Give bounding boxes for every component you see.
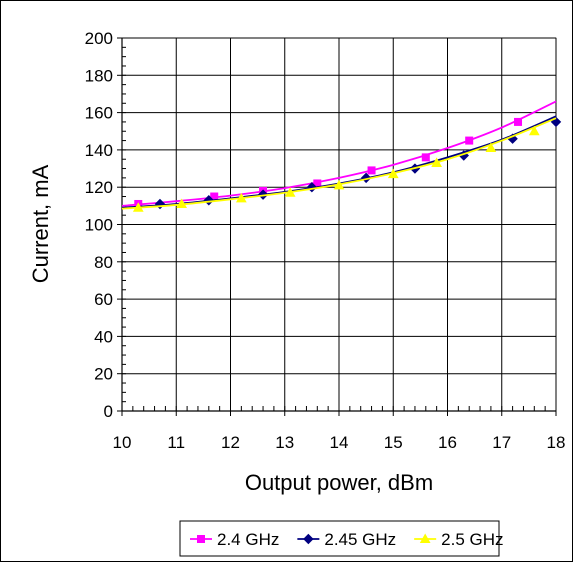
y-tick-label: 200 — [85, 29, 113, 48]
legend-label: 2.45 GHz — [324, 530, 396, 549]
legend-label: 2.5 GHz — [441, 530, 503, 549]
data-point — [284, 187, 296, 197]
data-point — [514, 117, 523, 126]
data-point — [421, 153, 430, 162]
x-tick-label: 10 — [113, 433, 132, 452]
x-tick-label: 16 — [438, 433, 457, 452]
x-tick-label: 15 — [384, 433, 403, 452]
x-tick-label: 12 — [221, 433, 240, 452]
legend-items: 2.4 GHz 2.45 GHz 2.5 GHz — [190, 530, 504, 549]
data-point — [333, 179, 345, 190]
legend: 2.4 GHz 2.45 GHz 2.5 GHz — [179, 520, 504, 557]
legend-marker — [419, 533, 431, 543]
x-tick-label: 17 — [492, 433, 511, 452]
series-2-5-ghz — [121, 117, 557, 212]
y-tick-label: 180 — [85, 66, 113, 85]
grid-lines — [122, 37, 557, 411]
y-tick-label: 40 — [94, 327, 113, 346]
y-tick-label: 20 — [94, 365, 113, 384]
legend-marker — [303, 533, 314, 545]
x-tick-label: 11 — [167, 433, 185, 452]
legend-entry: 2.4 GHz — [190, 530, 279, 549]
x-axis-label: Output power, dBm — [245, 470, 433, 495]
data-point — [367, 166, 376, 175]
y-tick-label: 160 — [85, 104, 113, 123]
legend-box — [179, 520, 500, 557]
y-tick-label: 120 — [85, 178, 113, 197]
data-series — [121, 100, 562, 212]
y-tick-label: 0 — [104, 402, 113, 421]
x-tick-label: 13 — [275, 433, 294, 452]
y-tick-label: 140 — [85, 141, 113, 160]
legend-marker — [197, 535, 205, 543]
data-point — [528, 125, 540, 136]
legend-label: 2.4 GHz — [217, 530, 279, 549]
y-tick-label: 80 — [94, 253, 113, 272]
plot-area: 0 20 40 60 80 100 120 140 160 180 200 10 11 12 13 14 15 1… — [85, 29, 566, 452]
y-tick-label: 60 — [94, 290, 113, 309]
legend-entry: 2.5 GHz — [414, 530, 504, 549]
data-point — [431, 157, 443, 167]
tick-labels: 0 20 40 60 80 100 120 140 160 180 200 10 11 12 13 14 15 1… — [85, 29, 566, 452]
y-tick-label: 100 — [85, 216, 113, 235]
data-point — [132, 202, 144, 212]
data-point — [235, 192, 247, 203]
y-axis-label: Current, mA — [28, 164, 53, 283]
data-point — [465, 136, 474, 145]
data-point — [387, 168, 399, 179]
data-point — [485, 142, 497, 153]
x-tick-label: 14 — [330, 433, 349, 452]
legend-entry: 2.45 GHz — [297, 530, 396, 549]
trendline-2-4-ghz — [121, 100, 557, 207]
data-point — [176, 198, 188, 208]
x-tick-label: 18 — [547, 433, 566, 452]
axes — [117, 37, 557, 416]
